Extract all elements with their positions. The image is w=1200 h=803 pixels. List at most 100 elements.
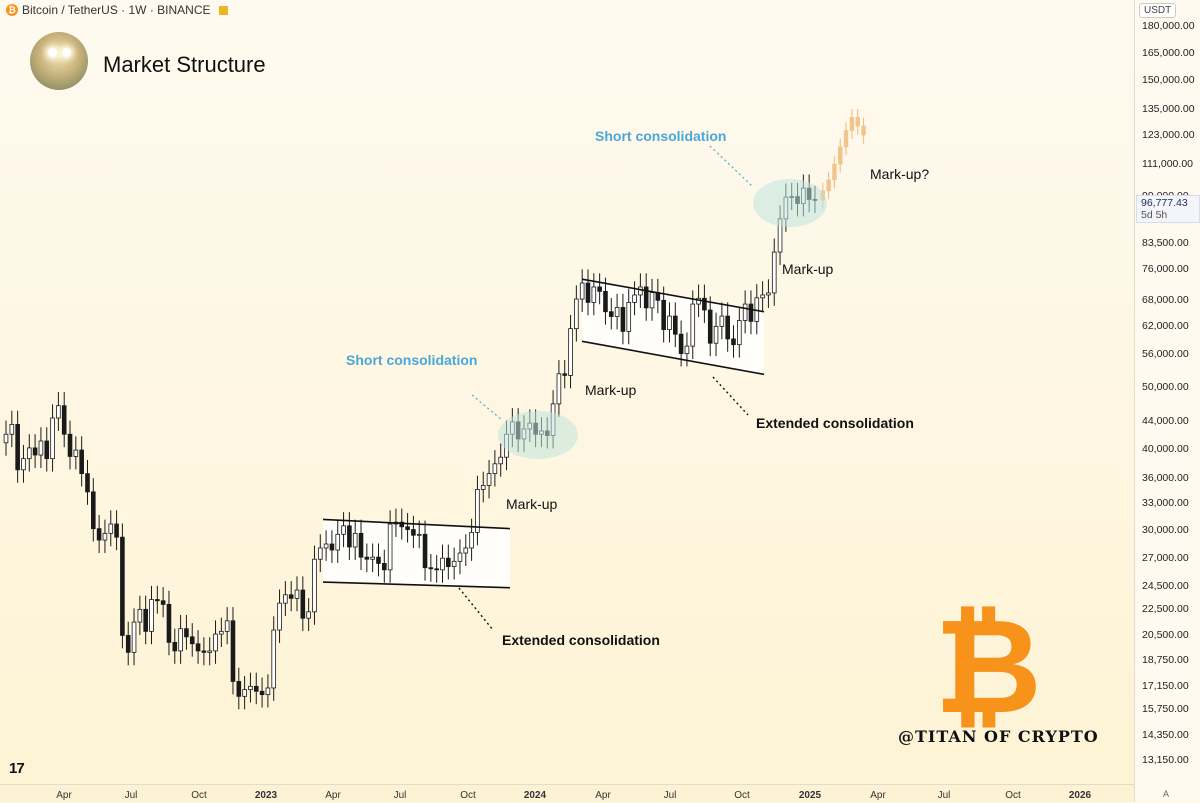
symbol-header[interactable]: ₿ Bitcoin / TetherUS · 1W · BINANCE [6, 3, 228, 17]
candle-body [21, 458, 26, 471]
candle-body [731, 338, 736, 346]
price-tick: 15,750.00 [1142, 703, 1189, 715]
projection-candle-body [861, 125, 866, 136]
annotation-leader [709, 145, 753, 187]
projection-candle-body [832, 163, 837, 181]
candle-body [649, 292, 655, 309]
price-tick: 83,500.00 [1142, 237, 1189, 249]
candle-body [399, 521, 405, 528]
candle-body [370, 556, 375, 560]
currency-badge[interactable]: USDT [1139, 3, 1177, 18]
candle-body [160, 600, 166, 605]
candle-body [626, 301, 632, 332]
candle-body [707, 309, 713, 344]
candle-body [771, 251, 777, 294]
tradingview-logo[interactable]: 17 [9, 760, 25, 777]
time-tick: Apr [595, 790, 611, 801]
candle-body [475, 489, 480, 533]
candle-body [137, 608, 143, 623]
candle-body [32, 447, 38, 456]
candle-body [201, 650, 207, 653]
time-axis[interactable] [0, 784, 1134, 803]
candle-body [85, 473, 90, 493]
avatar [30, 32, 88, 90]
price-tick: 111,000.00 [1142, 158, 1193, 170]
short-consolidation-ellipse [498, 411, 578, 459]
candle-body [230, 620, 236, 682]
candle-body [131, 621, 137, 653]
candle-body [26, 447, 32, 460]
time-tick: Oct [734, 790, 750, 801]
candle-body [44, 440, 50, 460]
price-axis[interactable] [1134, 0, 1200, 802]
candle-body [457, 552, 463, 562]
candle-body [591, 286, 597, 303]
time-tick: Apr [56, 790, 72, 801]
candle-body [219, 630, 224, 635]
candle-body [259, 690, 265, 696]
projection-candle-body [849, 116, 855, 131]
price-tick: 50,000.00 [1142, 381, 1189, 393]
candle-body [265, 687, 271, 696]
candle-body [568, 328, 573, 376]
candle-body [102, 532, 108, 541]
candle-body [38, 440, 44, 456]
candle-body [725, 315, 730, 340]
candle-body [381, 563, 387, 571]
candle-body [667, 315, 672, 330]
candle-body [207, 650, 213, 653]
candle-body [719, 315, 725, 327]
symbol-label: Bitcoin / TetherUS · 1W · BINANCE [22, 3, 211, 17]
time-tick: Apr [325, 790, 341, 801]
candle-body [643, 286, 649, 309]
candle-body [195, 643, 201, 652]
consolidation-channel-fill [582, 279, 764, 375]
candle-body [294, 589, 300, 599]
candle-body [166, 603, 172, 643]
channel-upper-line [581, 278, 765, 313]
candle-body [620, 307, 626, 332]
time-tick: Jul [937, 790, 951, 801]
candle-body [91, 491, 96, 530]
candle-body [271, 629, 277, 689]
price-tick: 33,000.00 [1142, 497, 1189, 509]
candle-body [713, 325, 719, 344]
price-tick: 62,000.00 [1142, 320, 1189, 332]
candle-body [416, 533, 422, 536]
price-tick: 27,000.00 [1142, 552, 1189, 564]
price-tick: 40,000.00 [1142, 443, 1189, 455]
price-chart[interactable]: Short consolidation Short consolidation Ma… [0, 0, 1134, 784]
candle-body [486, 473, 492, 486]
time-tick: 2025 [798, 790, 822, 801]
bitcoin-icon: ₿ [6, 4, 18, 16]
candle-body [50, 417, 55, 460]
price-tick: 30,000.00 [1142, 524, 1189, 536]
candle-body [253, 685, 259, 692]
candle-body [61, 405, 67, 435]
time-tick: Oct [1005, 790, 1021, 801]
annotation-markup-1: Mark-up [506, 496, 558, 512]
price-tick: 56,000.00 [1142, 348, 1189, 360]
candle-body [422, 533, 428, 569]
bitcoin-logo-icon: ₿ [940, 604, 1036, 728]
candle-body [172, 641, 178, 652]
channel-lower-line [322, 581, 511, 589]
candle-body [364, 556, 370, 560]
time-tick: Apr [870, 790, 886, 801]
price-tick: 165,000.00 [1142, 47, 1195, 59]
candle-body [178, 628, 183, 652]
candle-body [638, 286, 643, 296]
candle-body [277, 602, 282, 631]
candle-body [143, 608, 148, 632]
price-tick: 13,150.00 [1142, 754, 1189, 766]
projection-candle-body [826, 179, 831, 192]
chart-title: Market Structure [103, 52, 266, 77]
candle-body [56, 405, 61, 419]
candle-body [376, 556, 381, 564]
candle-body [579, 282, 585, 300]
channel-lower-line [581, 340, 765, 376]
auto-scale-toggle[interactable]: A [1163, 789, 1170, 799]
time-tick: Jul [124, 790, 138, 801]
candle-body [15, 423, 20, 471]
